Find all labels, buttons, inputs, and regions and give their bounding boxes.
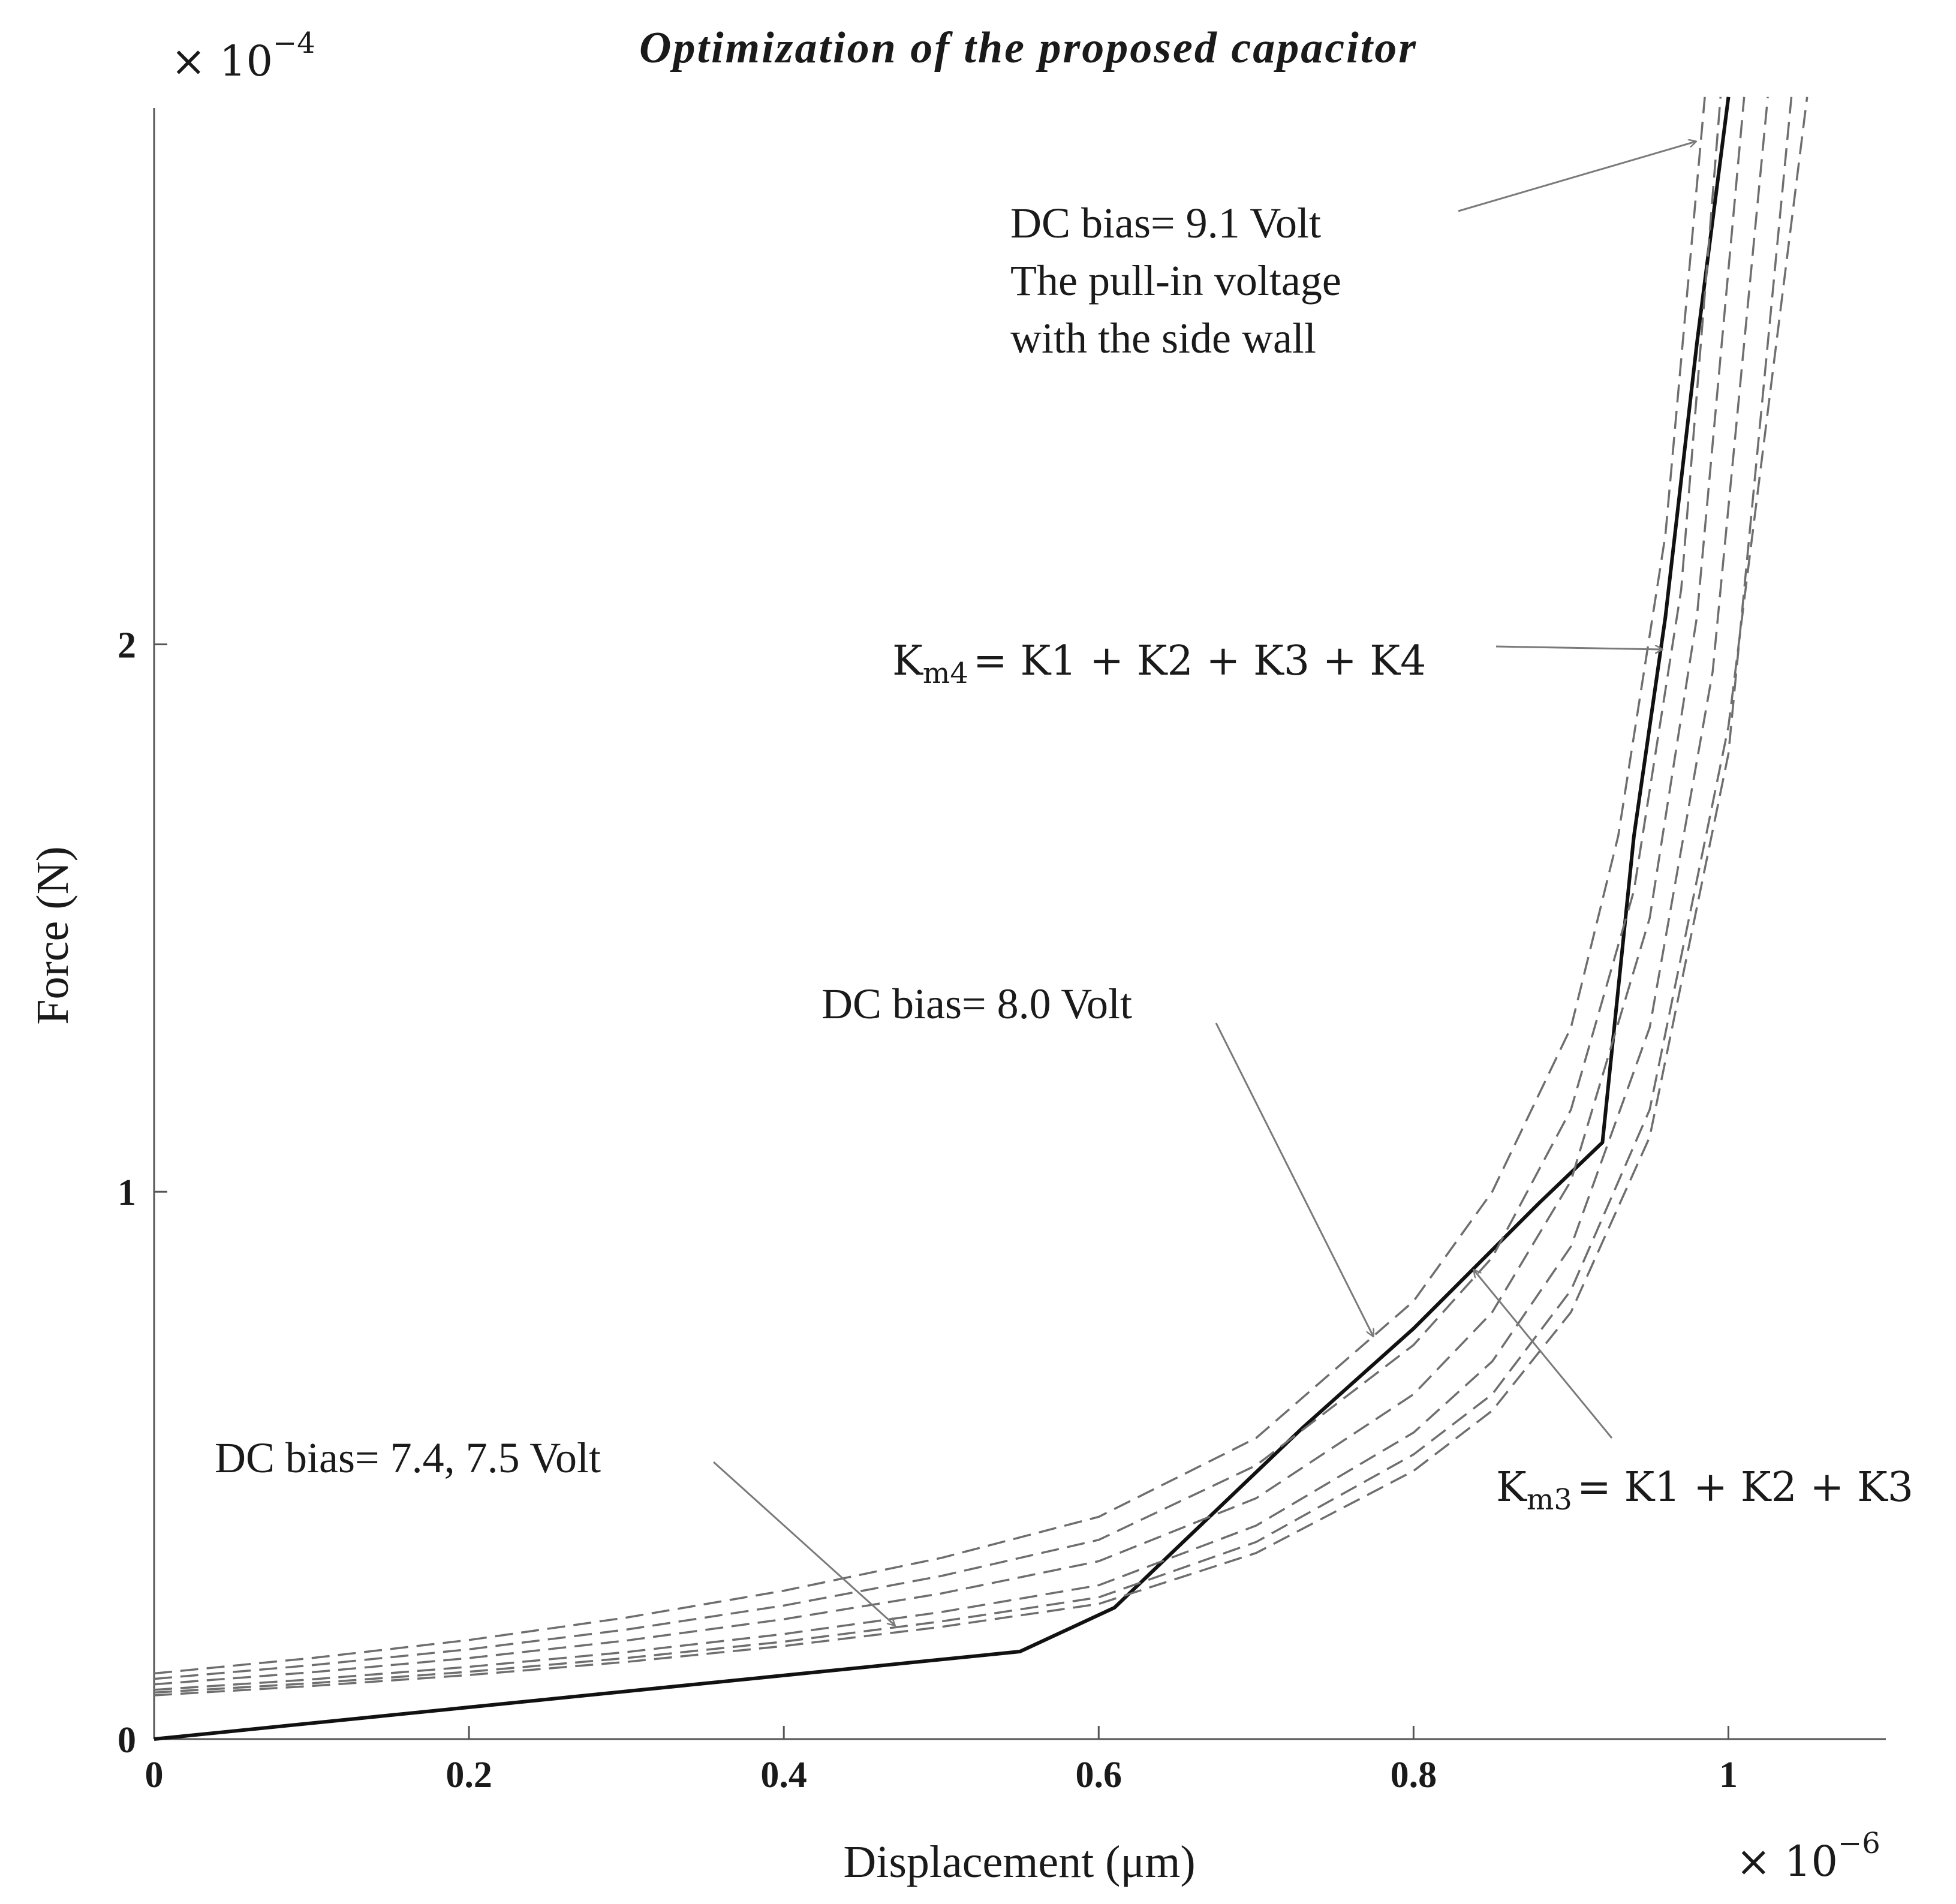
- y-tick-label: 1: [118, 1172, 136, 1213]
- series-line-dashed-6: [154, 97, 1808, 1694]
- annotation-arrow-km3: [1474, 1270, 1613, 1439]
- annotation-dc-bias-9-1-line-1: DC bias= 9.1 Volt: [1010, 199, 1321, 247]
- annotation-dc-bias-9-1-line-3: with the side wall: [1010, 314, 1316, 362]
- x-tick-label: 0.8: [1391, 1755, 1437, 1795]
- x-tick-label: 1: [1719, 1755, 1738, 1795]
- series-line-dashed-4: [154, 97, 1769, 1691]
- annotation-dc-bias-8-0-text: DC bias= 8.0 Volt: [821, 980, 1132, 1028]
- annotation-dc-bias-8-0: DC bias= 8.0 Volt: [821, 980, 1373, 1336]
- series-layer: [154, 97, 1808, 1741]
- y-tick-label: 0: [118, 1720, 136, 1761]
- x-tick-label: 0: [145, 1755, 164, 1795]
- x-multiplier: × 10−6: [1736, 1827, 1880, 1886]
- annotation-dc-bias-9-1: DC bias= 9.1 Volt The pull-in voltage wi…: [1010, 142, 1696, 362]
- annotation-km4-text: Km4 = K1 + K2 + K3 + K4: [892, 637, 1426, 690]
- x-tick-label: 0.2: [446, 1755, 492, 1795]
- annotation-arrow-dc-bias-8-0: [1215, 1022, 1373, 1336]
- x-axis-label: Displacement (μm): [843, 1837, 1195, 1887]
- series-line-km4: [154, 97, 1731, 1741]
- annotation-arrow-dc-bias-9-1: [1458, 142, 1696, 212]
- annotation-dc-bias-7-4-text: DC bias= 7.4, 7.5 Volt: [215, 1434, 601, 1482]
- chart-title: Optimization of the proposed capacitor: [639, 23, 1418, 73]
- series-line-dashed-5: [154, 97, 1793, 1697]
- series-line-dashed-3: [154, 97, 1746, 1686]
- series-line-dashed-1: [154, 97, 1706, 1675]
- y-axis-label: Force (N): [28, 846, 78, 1025]
- annotation-arrow-km4: [1495, 646, 1662, 649]
- annotation-km4: Km4 = K1 + K2 + K3 + K4: [892, 637, 1662, 690]
- y-multiplier: × 10−4: [171, 26, 315, 86]
- x-tick-label: 0.6: [1076, 1755, 1123, 1795]
- y-tick-label: 2: [118, 625, 136, 666]
- annotation-dc-bias-9-1-line-2: The pull-in voltage: [1010, 257, 1341, 305]
- annotation-dc-bias-7-4: DC bias= 7.4, 7.5 Volt: [215, 1434, 895, 1625]
- y-ticks: 0 1 2: [118, 625, 167, 1761]
- x-tick-label: 0.4: [760, 1755, 807, 1795]
- x-ticks: 0 0.2 0.4 0.6 0.8 1: [145, 1726, 1738, 1795]
- annotation-arrow-dc-bias-7-4: [712, 1461, 895, 1625]
- series-line-dashed-2: [154, 97, 1722, 1680]
- annotation-km3: Km3 = K1 + K2 + K3: [1474, 1270, 1913, 1517]
- annotation-km3-text: Km3 = K1 + K2 + K3: [1496, 1464, 1913, 1517]
